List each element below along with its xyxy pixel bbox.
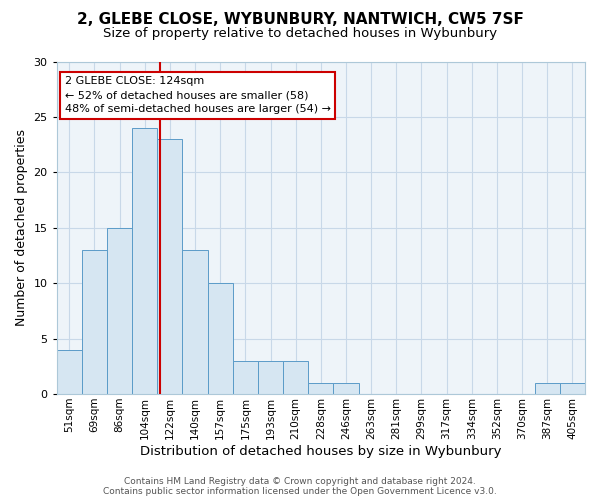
Text: 2 GLEBE CLOSE: 124sqm
← 52% of detached houses are smaller (58)
48% of semi-deta: 2 GLEBE CLOSE: 124sqm ← 52% of detached … xyxy=(65,76,331,114)
Bar xyxy=(334,383,359,394)
Y-axis label: Number of detached properties: Number of detached properties xyxy=(15,130,28,326)
Bar xyxy=(82,250,107,394)
Bar xyxy=(535,383,560,394)
Text: 2, GLEBE CLOSE, WYBUNBURY, NANTWICH, CW5 7SF: 2, GLEBE CLOSE, WYBUNBURY, NANTWICH, CW5… xyxy=(77,12,523,28)
X-axis label: Distribution of detached houses by size in Wybunbury: Distribution of detached houses by size … xyxy=(140,444,502,458)
Bar xyxy=(258,361,283,394)
Bar xyxy=(208,283,233,394)
Bar xyxy=(182,250,208,394)
Bar xyxy=(233,361,258,394)
Text: Contains HM Land Registry data © Crown copyright and database right 2024.
Contai: Contains HM Land Registry data © Crown c… xyxy=(103,476,497,496)
Bar xyxy=(132,128,157,394)
Bar xyxy=(57,350,82,394)
Bar xyxy=(107,228,132,394)
Bar xyxy=(560,383,585,394)
Text: Size of property relative to detached houses in Wybunbury: Size of property relative to detached ho… xyxy=(103,28,497,40)
Bar xyxy=(157,139,182,394)
Bar xyxy=(283,361,308,394)
Bar xyxy=(308,383,334,394)
